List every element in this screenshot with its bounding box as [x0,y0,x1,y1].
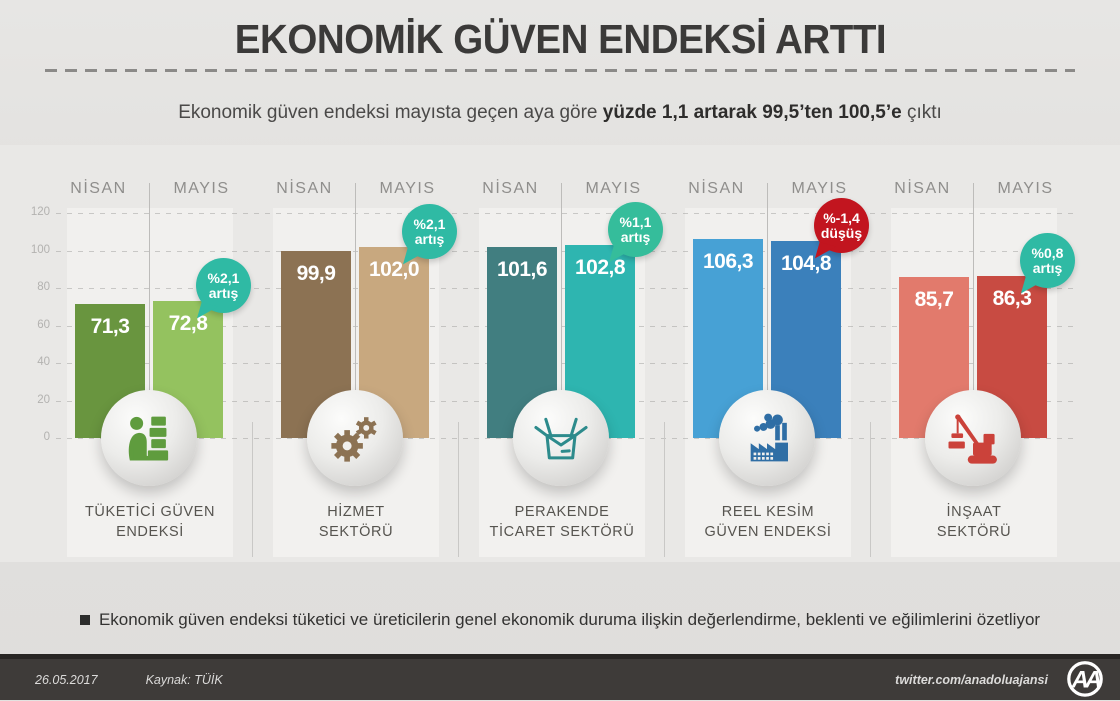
bar-value: 106,3 [702,250,754,273]
column-divider [355,183,356,438]
footer-date: 26.05.2017 [35,672,98,687]
subtitle-text: Ekonomik güven endeksi mayısta geçen aya… [178,102,603,123]
change-badge: %-1,4 düşüş [814,198,869,264]
column-divider [973,183,974,438]
bar-mayis: 104,8 [771,241,841,438]
y-tick-label: 0 [43,431,50,443]
bar-mayis: 102,8 [565,245,635,438]
chart-group: NİSAN MAYIS 101,6 102,8 %1,1 artış PERAK… [459,180,665,560]
column-headers: NİSAN MAYIS [459,180,665,202]
group-divider [252,422,253,557]
crane-icon [925,390,1021,486]
chart-group: NİSAN MAYIS 99,9 102,0 %2,1 artış HİZMET… [253,180,459,560]
group-divider [458,422,459,557]
column-divider [561,183,562,438]
column-header-nisan: NİSAN [482,180,539,197]
y-tick-label: 100 [30,243,50,256]
group-label: REEL KESİM GÜVEN ENDEKSİ [704,504,832,540]
group-label: TÜKETİCİ GÜVEN ENDEKSİ [84,504,216,540]
footer-source: Kaynak: TÜİK [145,672,223,687]
footnote: Ekonomik güven endeksi tüketici ve üreti… [0,610,1120,630]
column-divider [767,183,768,438]
bar-value: 85,7 [914,288,954,311]
column-header-nisan: NİSAN [894,180,951,197]
change-badge: %2,1 artış [402,204,457,270]
bar-value: 104,8 [780,252,832,275]
change-badge: %0,8 artış [1020,233,1075,299]
bullet-square-icon [79,615,90,625]
badge-word: artış [414,230,445,247]
group-divider [870,422,871,557]
column-headers: NİSAN MAYIS [665,180,871,202]
column-header-mayis: MAYIS [791,180,848,197]
bar-value: 102,8 [574,256,626,279]
chart-group: NİSAN MAYIS 106,3 104,8 %-1,4 düşüş REEL… [665,180,871,560]
group-label: İNŞAAT SEKTÖRÜ [936,504,1012,540]
factory-icon [719,390,815,486]
column-divider [149,183,150,438]
badge-percent: %-1,4 [823,209,860,226]
badge-word: artış [208,284,239,301]
open-box-icon [513,390,609,486]
bar-value: 101,6 [496,258,548,281]
y-tick-label: 120 [30,206,50,218]
bar-nisan: 106,3 [693,239,763,438]
badge-percent: %0,8 [1031,244,1064,261]
column-header-mayis: MAYIS [173,180,230,197]
y-tick-label: 40 [37,356,50,368]
title-divider [45,69,1075,72]
subtitle: Ekonomik güven endeksi mayısta geçen aya… [0,102,1120,124]
column-header-mayis: MAYIS [379,180,436,197]
column-header-nisan: NİSAN [70,180,127,197]
bar-value: 86,3 [992,287,1032,310]
bar-value: 71,3 [90,315,130,338]
bar-value: 102,0 [368,258,420,281]
change-badge: %2,1 artış [196,258,251,324]
subtitle-highlight: yüzde 1,1 artarak 99,5’ten 100,5’e [602,102,902,123]
column-headers: NİSAN MAYIS [253,180,459,202]
column-header-mayis: MAYIS [997,180,1054,197]
footer-bar: 26.05.2017 Kaynak: TÜİK twitter.com/anad… [0,654,1120,700]
badge-percent: %2,1 [207,269,240,286]
y-tick-label: 80 [37,281,50,293]
badge-word: artış [1032,259,1063,276]
column-headers: NİSAN MAYIS [871,180,1077,202]
badge-word: düşüş [820,224,863,241]
footer-twitter-link[interactable]: twitter.com/anadoluajansi [895,672,1048,687]
change-badge: %1,1 artış [608,202,663,268]
svg-text:AA: AA [1071,667,1101,694]
bar-value: 99,9 [296,262,336,285]
consumer-icon [101,390,197,486]
chart-group: NİSAN MAYIS 71,3 72,8 %2,1 artış TÜKETİC… [47,180,253,560]
column-headers: NİSAN MAYIS [47,180,253,202]
chart-group: NİSAN MAYIS 85,7 86,3 %0,8 artış İNŞAAT … [871,180,1077,560]
y-tick-label: 60 [37,318,50,331]
group-label: HİZMET SEKTÖRÜ [318,504,394,540]
badge-percent: %2,1 [413,215,446,232]
page-title: EKONOMİK GÜVEN ENDEKSİ ARTTI [234,16,886,62]
gears-icon [307,390,403,486]
aa-logo-icon: AA [1064,658,1106,701]
column-header-mayis: MAYIS [585,180,642,197]
badge-percent: %1,1 [619,213,652,230]
column-header-nisan: NİSAN [688,180,745,197]
y-tick-label: 20 [37,393,50,406]
badge-word: artış [620,228,651,245]
group-label: PERAKENDE TİCARET SEKTÖRÜ [489,504,635,540]
footnote-text: Ekonomik güven endeksi tüketici ve üreti… [98,610,1041,629]
gridline [56,213,1078,214]
bar-value: 72,8 [168,312,208,335]
group-divider [664,422,665,557]
subtitle-tail: çıktı [901,102,942,123]
column-header-nisan: NİSAN [276,180,333,197]
